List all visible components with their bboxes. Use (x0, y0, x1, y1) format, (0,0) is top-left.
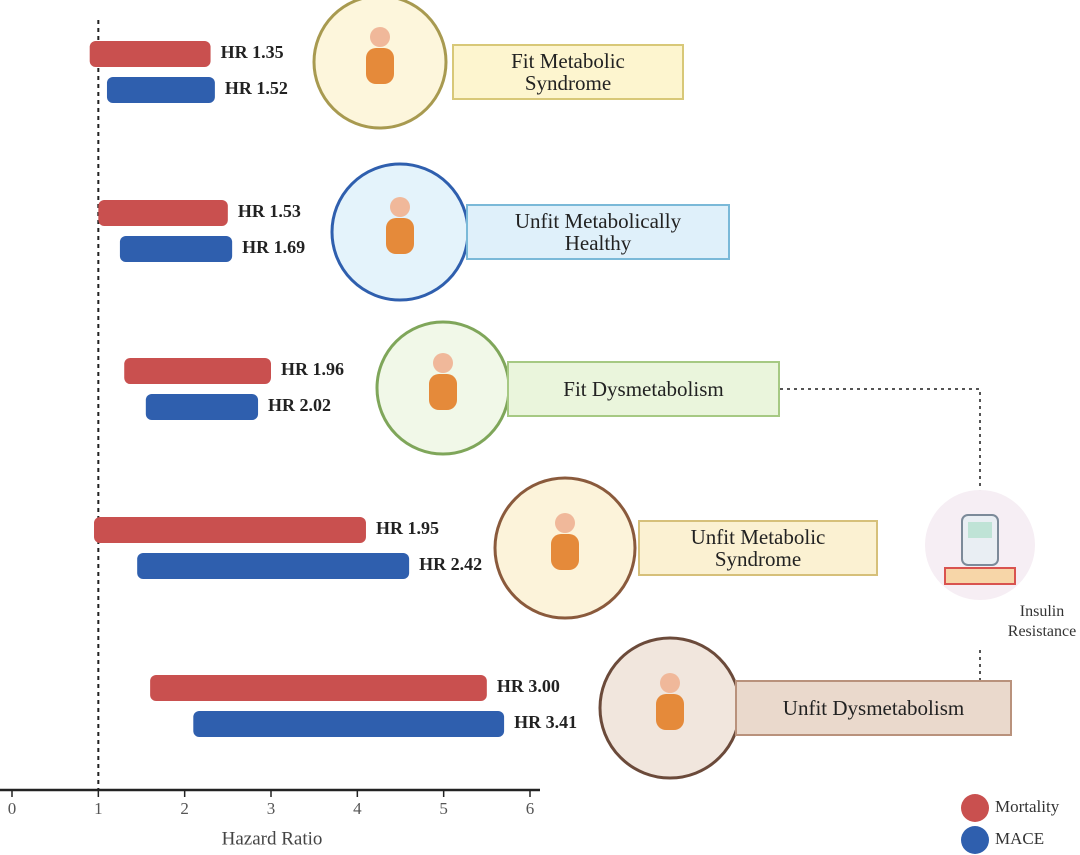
interval-bar (89, 41, 211, 67)
annotation: Insulin Resistance (1007, 603, 1077, 640)
connector (780, 388, 981, 680)
icon-screen (968, 522, 992, 538)
figure-body (656, 694, 684, 730)
category-label: Unfit Metabolically Healthy (466, 204, 730, 260)
category-label: Fit Dysmetabolism (507, 361, 780, 417)
hr-label: HR 1.53 (238, 201, 301, 221)
hr-label: HR 1.69 (242, 237, 305, 257)
hr-label: HR 2.02 (268, 395, 331, 415)
interval-bar (145, 394, 259, 420)
figure-head (370, 27, 390, 47)
x-tick-label: 5 (439, 799, 448, 818)
interval-bar (137, 553, 410, 579)
hr-label: HR 1.52 (225, 78, 288, 98)
figure-body (429, 374, 457, 410)
x-tick-label: 2 (180, 799, 189, 818)
figure-head (433, 353, 453, 373)
figure-body (366, 48, 394, 84)
figure-body (386, 218, 414, 254)
interval-bar (98, 200, 228, 226)
interval-bar (119, 236, 233, 262)
interval-bar (94, 517, 366, 543)
legend-swatch (961, 794, 989, 822)
hr-label: HR 1.96 (281, 359, 344, 379)
x-axis-label: Hazard Ratio (222, 828, 323, 849)
interval-bar (150, 675, 487, 701)
legend-swatch (961, 826, 989, 854)
figure-head (660, 673, 680, 693)
interval-bar (106, 77, 215, 103)
figure-head (555, 513, 575, 533)
x-tick-label: 0 (8, 799, 17, 818)
hr-label: HR 3.00 (497, 676, 560, 696)
x-tick-label: 1 (94, 799, 103, 818)
x-tick-label: 6 (526, 799, 535, 818)
category-label: Unfit Dysmetabolism (735, 680, 1012, 736)
hr-label: HR 1.95 (376, 518, 439, 538)
x-tick-label: 4 (353, 799, 362, 818)
figure-head (390, 197, 410, 217)
category-label: Fit Metabolic Syndrome (452, 44, 684, 100)
hr-label: HR 3.41 (514, 712, 577, 732)
legend-label: MACE (995, 829, 1044, 848)
interval-bar (193, 711, 505, 737)
category-label: Unfit Metabolic Syndrome (638, 520, 878, 576)
interval-bar (124, 358, 271, 384)
figure-body (551, 534, 579, 570)
hr-label: HR 2.42 (419, 554, 482, 574)
x-tick-label: 3 (267, 799, 276, 818)
hr-label: HR 1.35 (221, 42, 284, 62)
icon-vessel (944, 567, 1016, 585)
legend-label: Mortality (995, 797, 1060, 816)
